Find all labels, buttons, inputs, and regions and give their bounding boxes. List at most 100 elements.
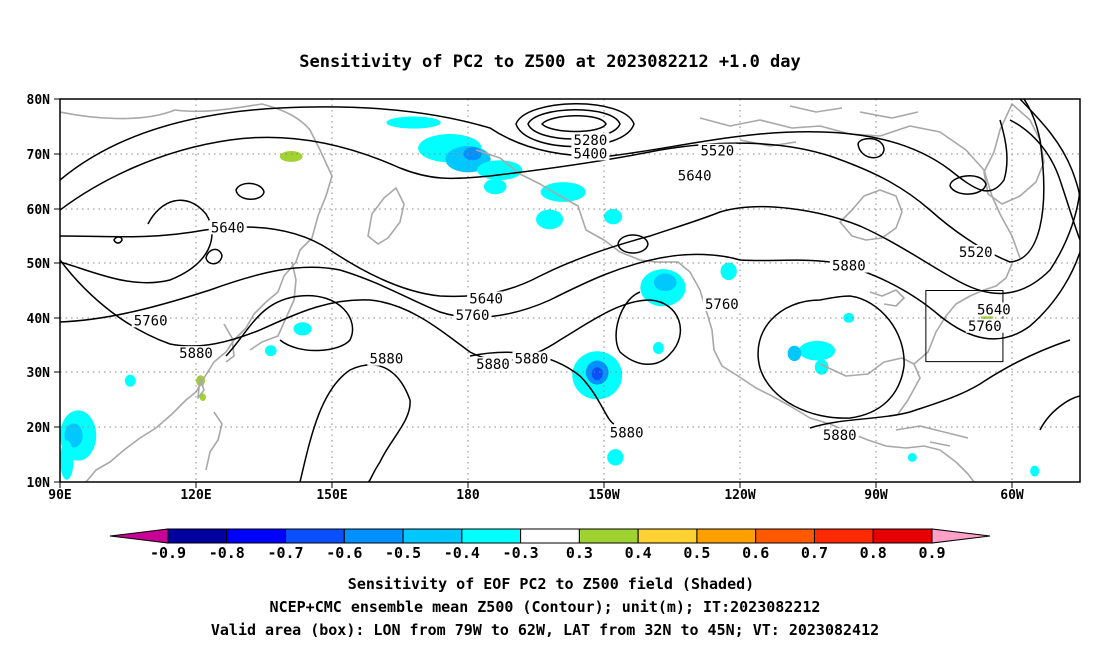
lat-tick-label: 70N: [27, 148, 51, 163]
contour-5640-west: [60, 199, 213, 284]
coastline-gulf-mexico: [819, 357, 921, 415]
contour-label: 5640: [678, 168, 712, 184]
map-title: Sensitivity of PC2 to Z500 at 2023082212…: [299, 52, 801, 72]
contour-5880-na-high: [757, 295, 905, 419]
contour-label: 5880: [179, 346, 213, 362]
colorbar-swatch: [872, 528, 933, 544]
contour-small-low-2: [113, 236, 123, 244]
lon-tick-label: 60W: [1000, 488, 1024, 503]
sensitivity-shading: [60, 116, 1040, 480]
lon-tick-label: 90W: [864, 488, 888, 503]
contour-label: 5640: [469, 291, 503, 307]
coastline-korea: [223, 323, 235, 363]
colorbar-swatch: [461, 528, 522, 544]
contour-5880-main: [60, 259, 681, 365]
lat-tick-label: 20N: [27, 421, 51, 436]
footer-line-shading: Sensitivity of EOF PC2 to Z500 field (Sh…: [348, 575, 754, 593]
contour-label-background: [367, 351, 406, 366]
contour-5880-central: [299, 364, 411, 482]
contour-label-background: [965, 318, 1004, 333]
lon-tick-label: 90E: [48, 488, 71, 503]
sensitivity-patch: [652, 341, 664, 354]
coastline-asia-east: [60, 103, 333, 482]
plot-frame: [59, 98, 1081, 483]
colorbar: -0.9 -0.8 -0.7 -0.6 -0.5 -0.4 -0.3 0.3 0.4 0.5 0.6…: [109, 528, 991, 562]
colorbar-swatch: [343, 528, 404, 544]
coastline-alaska: [475, 149, 691, 273]
contour-label: 5640: [977, 302, 1011, 318]
coastline-great-lakes: [869, 289, 905, 307]
sensitivity-patch: [536, 209, 564, 230]
colorbar-tick-label: -0.9: [150, 544, 186, 562]
coastline-greenland: [983, 103, 1045, 205]
contour-label-background: [131, 313, 170, 328]
lat-tick-label: 80N: [27, 93, 51, 108]
contour-label-background: [702, 296, 741, 311]
colorbar-swatch: [167, 528, 228, 544]
lon-axis: 90E 120E 150E 180 150W 120W 90W 60W: [48, 482, 1024, 503]
lat-tick-label: 10N: [27, 476, 51, 491]
contour-5760-east: [1009, 119, 1080, 241]
sensitivity-patch: [264, 345, 277, 357]
coastline-hudson-bay: [839, 189, 903, 241]
sensitivity-patch: [540, 182, 586, 202]
colorbar-swatch: [402, 528, 463, 544]
colorbar-tick-label: 0.7: [801, 544, 828, 562]
contour-5640-main: [60, 189, 1080, 298]
sensitivity-patch: [1030, 465, 1040, 477]
colorbar-tick-label: -0.6: [326, 544, 362, 562]
sensitivity-patch: [787, 345, 802, 362]
contour-label: 5400: [574, 146, 608, 162]
contour-label-background: [675, 168, 714, 183]
colorbar-swatch: [637, 528, 698, 544]
contour-label-background: [208, 220, 247, 235]
colorbar-tick-label: 0.4: [625, 544, 652, 562]
contour-label: 5520: [700, 144, 734, 160]
contour-siberian-low: [235, 182, 265, 200]
sensitivity-patch: [591, 367, 603, 381]
contour-label: 5880: [823, 428, 857, 444]
sensitivity-patch: [386, 116, 441, 129]
coastline-na-west: [689, 271, 975, 482]
contour-label: 5880: [832, 259, 866, 275]
contour-label-background: [607, 425, 646, 440]
contour-label-background: [467, 291, 506, 306]
contour-eastern-low-2: [857, 137, 885, 159]
contour-5640-east: [1019, 99, 1080, 201]
sensitivity-patch: [64, 423, 83, 448]
colorbar-swatch: [755, 528, 815, 544]
contour-label: 5760: [968, 319, 1002, 335]
colorbar-swatch: [285, 528, 345, 544]
coastline-canada-arctic: [699, 117, 1021, 259]
coastline-kamchatka: [367, 187, 405, 245]
colorbar-tick-label: 0.3: [566, 544, 593, 562]
sensitivity-patch: [907, 453, 917, 462]
lon-tick-label: 150W: [588, 488, 619, 503]
footer-notes: Sensitivity of EOF PC2 to Z500 field (Sh…: [211, 575, 879, 639]
contour-label: 5760: [705, 297, 739, 313]
colorbar-swatch: [520, 528, 580, 544]
contour-eastern-low: [949, 175, 987, 195]
colorbar-swatch: [696, 528, 757, 544]
contour-5760: [60, 251, 1080, 340]
contour-5400-outer: [60, 106, 1008, 192]
contour-label-background: [956, 244, 995, 259]
contour-label: 5880: [370, 352, 404, 368]
contour-label: 5760: [134, 313, 168, 329]
contour-label: 5760: [456, 308, 490, 324]
sensitivity-patch: [798, 340, 836, 361]
contour-label-background: [698, 143, 737, 158]
contour-label: 5280: [574, 133, 608, 149]
contour-label: 5640: [211, 220, 245, 236]
sensitivity-patch: [124, 374, 136, 387]
contour-label: 5880: [610, 425, 644, 441]
lat-tick-label: 60N: [27, 203, 51, 218]
sensitivity-patch: [483, 178, 507, 195]
contour-label: 5520: [959, 245, 993, 261]
contour-small-low-1: [205, 248, 223, 265]
contour-label-background: [512, 351, 551, 366]
lon-tick-label: 150E: [316, 488, 347, 503]
